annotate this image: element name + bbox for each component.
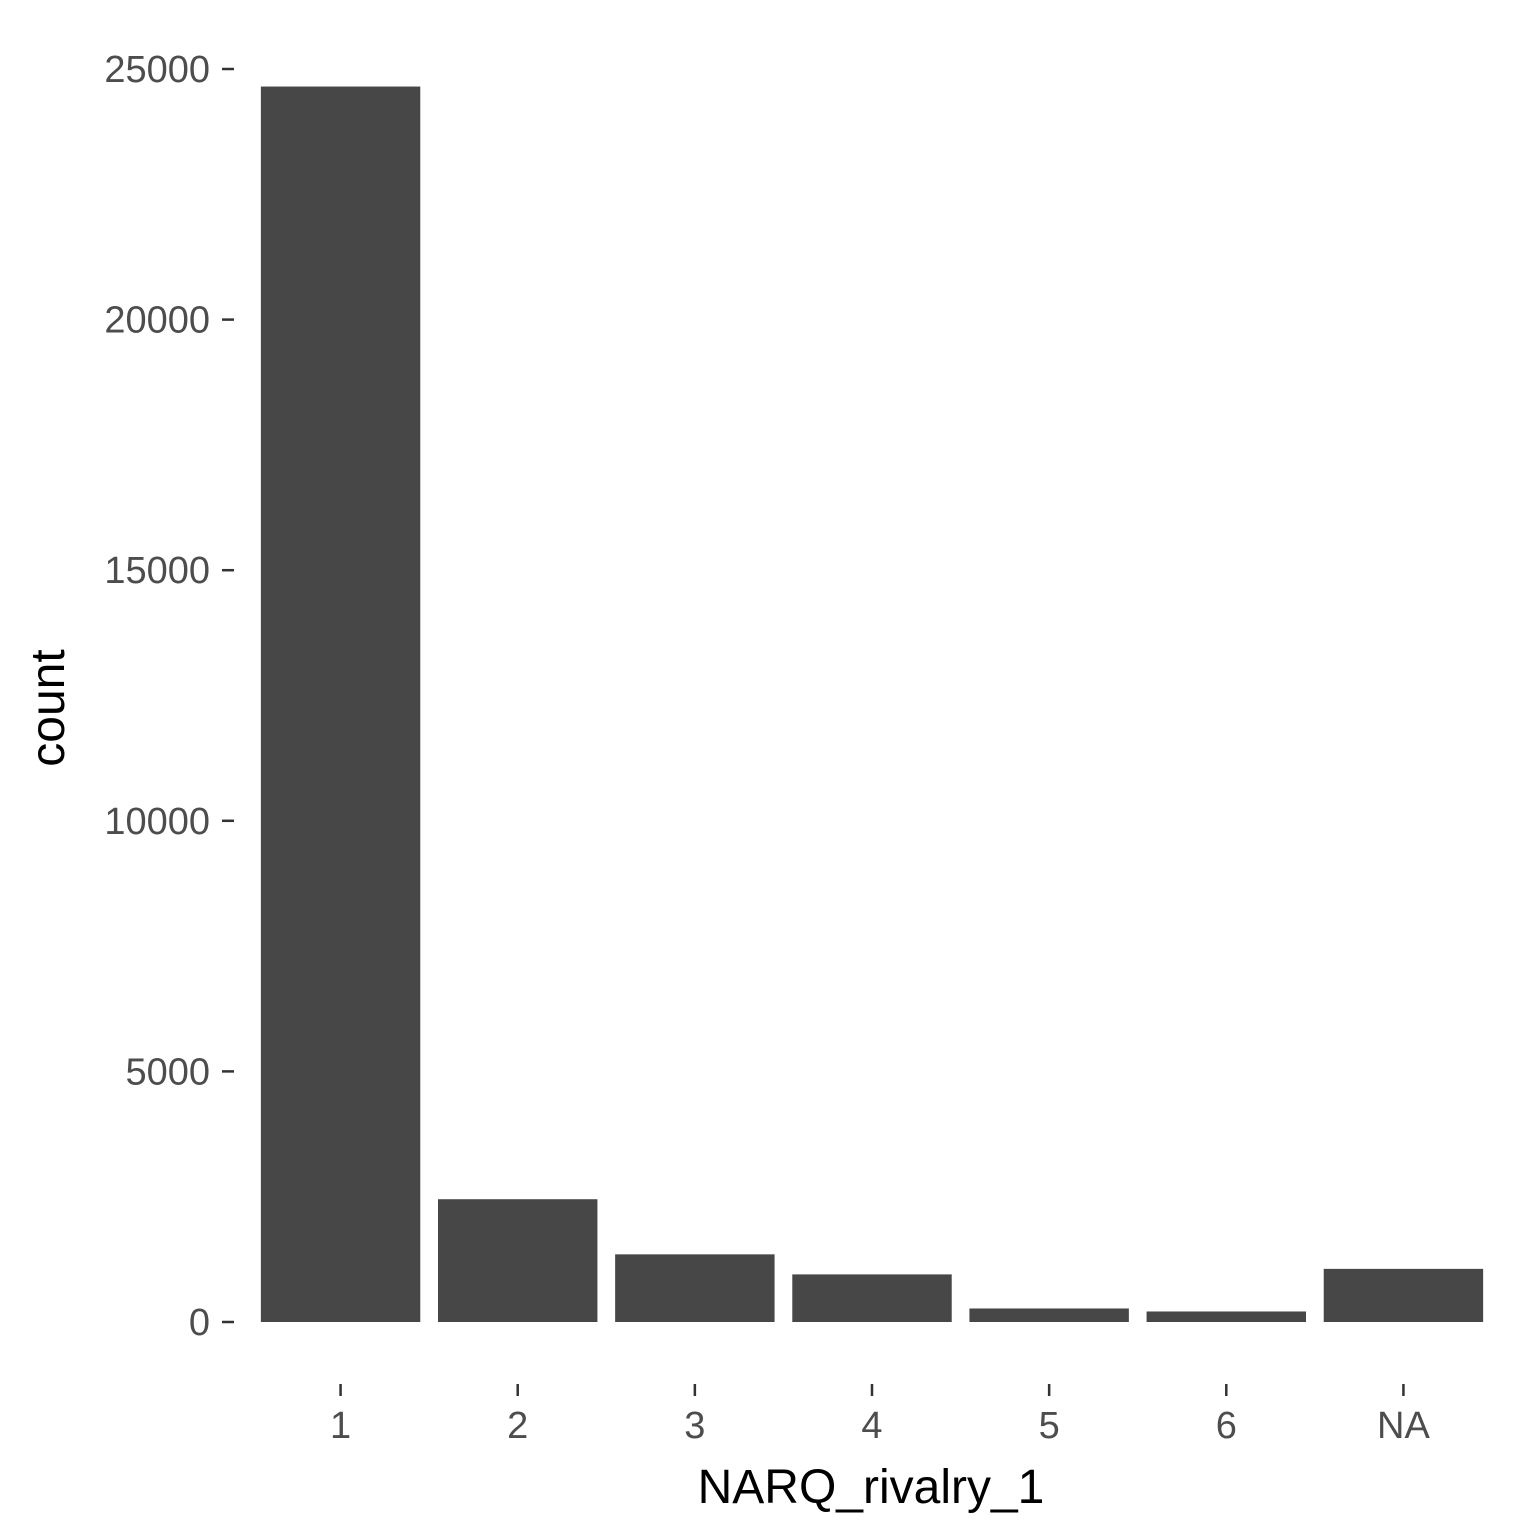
x-tick-label: 1 xyxy=(330,1405,351,1447)
y-tick-label: 25000 xyxy=(104,49,210,91)
bar-2 xyxy=(438,1199,598,1322)
x-tick-label: 3 xyxy=(684,1405,705,1447)
x-tick-label: NA xyxy=(1377,1405,1430,1447)
x-tick-label: 4 xyxy=(861,1405,882,1447)
x-axis: 1 2 3 4 5 6 NA xyxy=(330,1384,1430,1447)
y-tick-label: 10000 xyxy=(104,801,210,843)
bar-5 xyxy=(969,1308,1129,1322)
bar-4 xyxy=(792,1274,952,1322)
y-tick-label: 15000 xyxy=(104,550,210,592)
y-axis-title: count xyxy=(22,649,75,766)
y-axis: 0 5000 10000 15000 20000 25000 xyxy=(104,49,234,1344)
x-tick-label: 2 xyxy=(507,1405,528,1447)
x-tick-label: 5 xyxy=(1039,1405,1060,1447)
bars xyxy=(260,86,1484,1322)
x-tick-label: 6 xyxy=(1216,1405,1237,1447)
y-tick-label: 20000 xyxy=(104,300,210,342)
bar-6 xyxy=(1146,1311,1306,1322)
y-tick-label: 0 xyxy=(189,1302,210,1344)
bar-3 xyxy=(615,1254,775,1322)
x-axis-title: NARQ_rivalry_1 xyxy=(698,1461,1045,1514)
bar-NA xyxy=(1323,1268,1484,1322)
bar-1 xyxy=(260,86,421,1322)
y-tick-label: 5000 xyxy=(125,1051,210,1093)
